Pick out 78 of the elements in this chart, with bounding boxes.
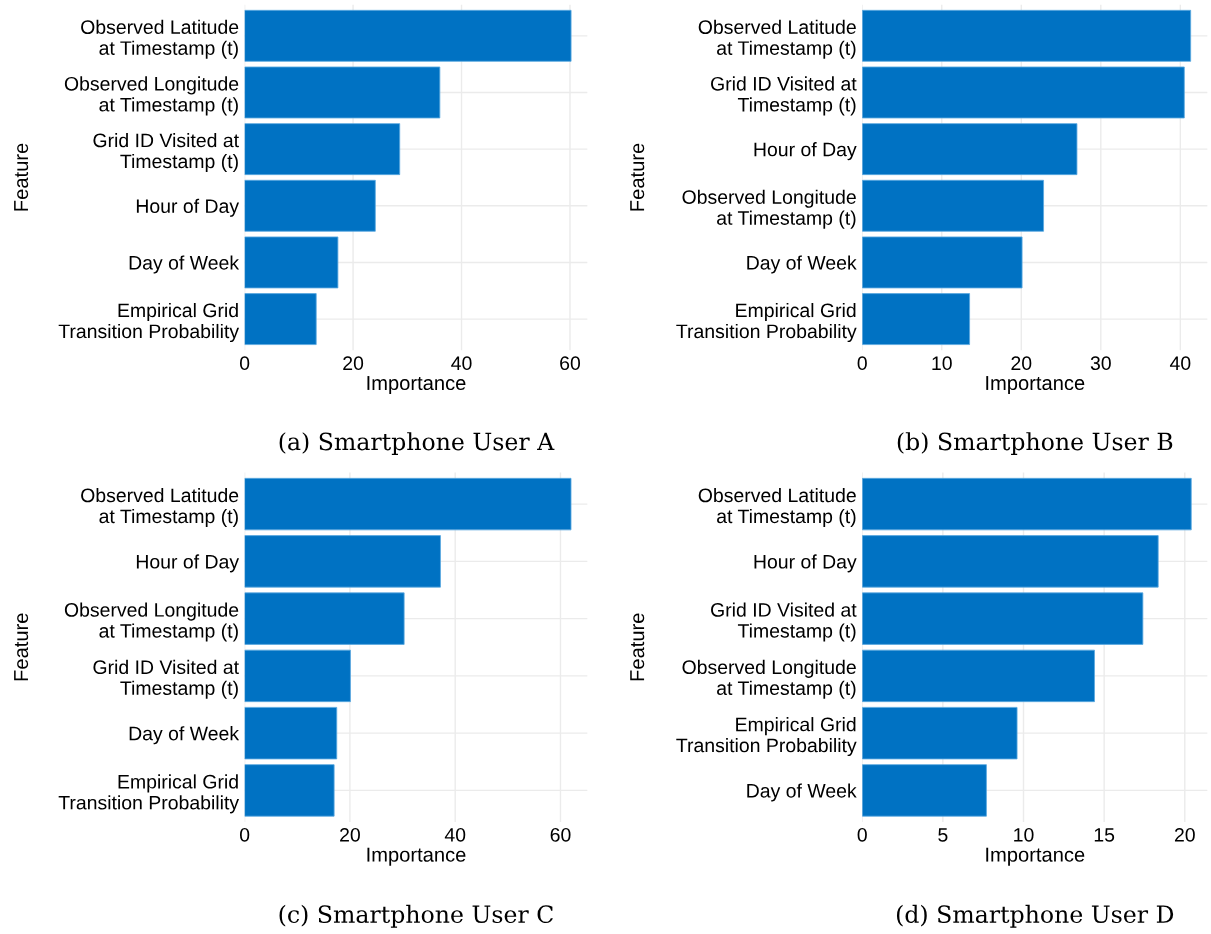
y-tick-label: Empirical Grid Transition Probability: [58, 302, 240, 343]
y-tick-label: Day of Week: [747, 783, 857, 802]
y-tick-label: Day of Week: [747, 255, 857, 274]
y-tick-label: Observed Latitude at Timestamp (t): [81, 19, 239, 59]
y-tick-label: Hour of Day: [754, 554, 857, 573]
bar: [862, 649, 1095, 703]
y-tick-label: Empirical Grid Transition Probability: [58, 774, 240, 814]
x-tick-label: 5: [938, 828, 948, 842]
x-tick-label: 0: [857, 827, 867, 842]
x-tick-label: 0: [857, 356, 867, 371]
x-tick-label: 15: [1094, 828, 1115, 842]
bar: [862, 179, 1044, 232]
bar: [244, 123, 401, 176]
x-axis-title: Importance: [986, 376, 1085, 395]
bar: [862, 706, 1018, 760]
bar: [862, 236, 1023, 289]
bar: [244, 706, 338, 760]
y-axis-title: Feature: [630, 613, 645, 681]
y-axis-title: Feature: [14, 143, 29, 211]
y-tick-label: Observed Latitude at Timestamp (t): [698, 487, 856, 528]
x-axis-title: Importance: [367, 376, 466, 395]
bar: [862, 9, 1192, 62]
x-axis-title: Importance: [367, 847, 466, 866]
y-tick-label: Day of Week: [129, 726, 240, 745]
x-tick-label: 20: [1174, 827, 1195, 842]
y-tick-label: Observed Longitude at Timestamp (t): [682, 659, 856, 699]
bar: [244, 764, 335, 817]
text: (b) Smartphone User B: [897, 432, 1173, 455]
y-tick-label: Grid ID Visited at Timestamp (t): [711, 76, 857, 116]
bar: [862, 66, 1185, 119]
bar: [244, 9, 572, 62]
x-tick-label: 20: [340, 827, 360, 842]
y-tick-label: Empirical Grid Transition Probability: [676, 717, 857, 757]
y-tick-label: Hour of Day: [136, 198, 240, 217]
text: (a) Smartphone User A: [279, 432, 555, 455]
y-tick-label: Hour of Day: [754, 142, 857, 161]
y-tick-label: Observed Longitude at Timestamp (t): [682, 189, 856, 229]
bar: [244, 535, 441, 588]
y-tick-label: Day of Week: [129, 255, 240, 274]
bar: [862, 123, 1078, 176]
y-tick-label: Observed Longitude at Timestamp (t): [64, 602, 239, 642]
x-tick-label: 60: [550, 827, 571, 842]
y-tick-label: Hour of Day: [136, 554, 240, 573]
bar: [862, 293, 971, 345]
y-axis-title: Feature: [14, 613, 29, 681]
y-tick-label: Grid ID Visited at Timestamp (t): [93, 659, 239, 699]
bar: [244, 477, 572, 531]
bar: [862, 477, 1192, 531]
text: (c) Smartphone User C: [279, 904, 553, 928]
bar: [862, 535, 1159, 588]
x-tick-label: 0: [239, 356, 250, 371]
x-tick-label: 40: [451, 356, 472, 371]
y-axis-title: Feature: [630, 143, 645, 211]
x-tick-label: 30: [1090, 356, 1111, 371]
x-tick-label: 20: [1011, 356, 1032, 371]
x-axis-title: Importance: [986, 847, 1085, 866]
y-tick-label: Observed Latitude at Timestamp (t): [81, 487, 239, 528]
bar: [244, 293, 317, 345]
y-tick-label: Observed Latitude at Timestamp (t): [698, 19, 856, 59]
bar: [862, 592, 1144, 645]
bar: [244, 179, 376, 232]
bar: [862, 764, 987, 817]
x-tick-label: 40: [1169, 356, 1191, 371]
x-tick-label: 60: [560, 356, 581, 371]
y-tick-label: Grid ID Visited at Timestamp (t): [93, 133, 239, 173]
bar: [244, 66, 441, 119]
y-tick-label: Empirical Grid Transition Probability: [676, 302, 857, 343]
y-tick-label: Observed Longitude at Timestamp (t): [64, 76, 239, 116]
x-tick-label: 0: [239, 827, 250, 842]
x-tick-label: 10: [932, 356, 952, 371]
bar: [244, 649, 351, 703]
bar: [244, 236, 339, 289]
x-tick-label: 10: [1014, 827, 1034, 842]
text: (d) Smartphone User D: [896, 904, 1174, 928]
y-tick-label: Grid ID Visited at Timestamp (t): [711, 602, 857, 642]
bar: [244, 592, 405, 645]
x-tick-label: 40: [444, 827, 466, 842]
x-tick-label: 20: [343, 356, 364, 371]
